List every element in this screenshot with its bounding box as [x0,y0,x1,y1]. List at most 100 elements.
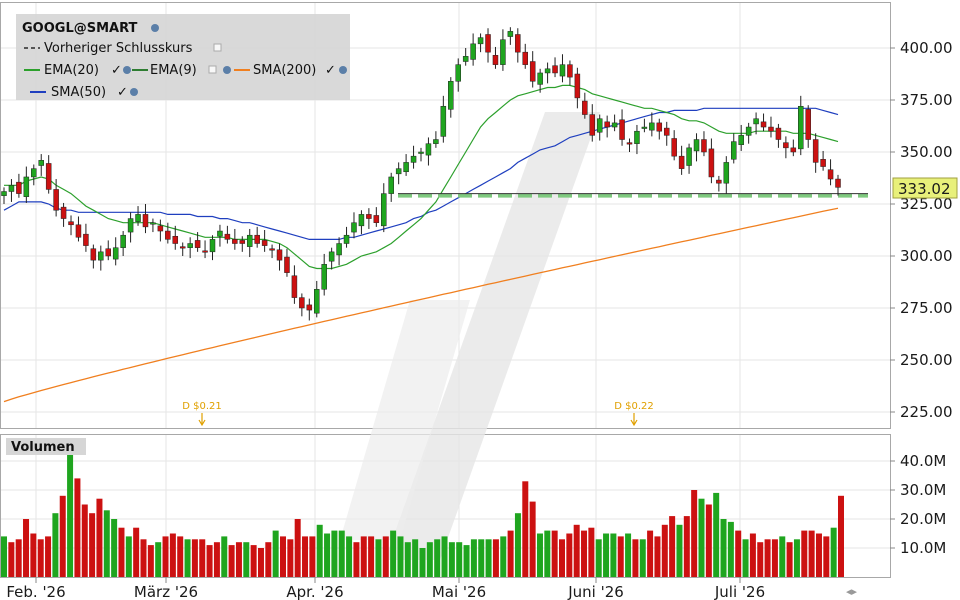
candle-body [604,121,610,128]
volume-bar [492,539,499,577]
candle-body [686,147,692,166]
price-tick-label: 350.00 [900,143,953,161]
gear-icon[interactable] [339,66,347,74]
gear-icon[interactable] [130,88,138,96]
volume-bar [191,539,198,577]
volume-bar [228,545,235,577]
legend-ema9[interactable]: EMA(9) [150,63,197,78]
volume-bar [514,513,521,577]
candle-body [634,130,640,144]
candle-body [529,61,536,82]
volume-axis: 40.0M 30.0M 20.0M 10.0M [890,452,946,557]
legend-sma50[interactable]: SMA(50) [51,85,106,100]
volume-bar [125,536,132,577]
volume-bar [404,542,411,577]
volume-bar [1,536,7,577]
candle-body [135,214,141,222]
time-tick-label: Feb. '26 [6,583,65,600]
legend-box [16,14,350,100]
volume-tick-label: 30.0M [900,481,946,499]
checkbox-icon[interactable] [208,65,217,74]
candle-body [16,181,22,194]
candle-body [38,160,44,166]
volume-bar [45,536,52,577]
time-axis: Feb. '26 März '26 Apr. '26 Mai '26 Juni '26 J… [6,577,765,600]
candle-body [105,248,111,257]
candle-body [328,251,335,262]
scroll-right-icon[interactable]: ◂▸ [846,585,858,598]
volume-bar [500,536,507,577]
volume-bar [360,536,367,577]
volume-bar [441,536,448,577]
price-tick-label: 250.00 [900,351,953,369]
candle-body [835,178,841,188]
volume-title[interactable]: Volumen [11,440,75,455]
dividend-label: D $0.21 [182,401,222,412]
volume-bar [338,530,345,577]
legend-sma200[interactable]: SMA(200) [253,63,316,78]
candle-body [611,122,618,128]
volume-bar [735,530,742,577]
volume-bar [603,533,610,577]
candle-body [299,297,305,309]
volume-bar [551,530,558,577]
candle-body [433,139,439,144]
gear-icon[interactable] [151,24,159,32]
candle-body [537,72,543,85]
candle-body [559,64,566,77]
candle-body [194,240,201,248]
candle-body [492,55,499,65]
candle-body [723,162,730,184]
volume-bar [37,539,44,577]
candle-body [596,118,603,133]
candle-body [351,222,357,233]
check-icon[interactable]: ✓ [111,63,122,78]
check-icon[interactable]: ✓ [325,63,336,78]
check-icon[interactable]: ✓ [117,85,128,100]
price-tick-label: 400.00 [900,39,953,57]
sma50-path [3,107,839,240]
candle-body [626,142,633,145]
candle-body [410,155,417,163]
volume-bar [243,542,250,577]
volume-bar [771,539,778,577]
legend-ema20[interactable]: EMA(20) [44,63,99,78]
volume-tick-label: 20.0M [900,510,946,528]
volume-bar [713,492,720,577]
candle-body [649,122,655,131]
candle-body [656,122,663,132]
candle-body [462,56,469,62]
candle-body [701,139,707,153]
candle-body [805,109,811,140]
volume-bar [272,530,279,577]
gear-icon[interactable] [223,66,231,74]
volume-bars [1,446,844,577]
volume-bar [140,539,147,577]
volume-bar [463,545,470,577]
volume-bar [581,530,588,577]
time-tick-label: Juni '26 [567,583,624,600]
checkbox-icon[interactable] [213,43,222,52]
candle-body [827,169,834,180]
candle-body [403,162,409,173]
candle-body [53,189,59,211]
candle-body [731,141,737,160]
volume-bar [74,478,81,577]
legend-previous-close[interactable]: Vorheriger Schlusskurs [44,41,193,56]
candle-body [671,138,677,157]
price-tick-label: 275.00 [900,299,953,317]
legend-title[interactable]: GOOGL@SMART [22,21,138,36]
candle-body [157,225,164,232]
candle-body [500,39,506,65]
watermark-logo-shadow [340,300,470,540]
volume-bar [250,545,257,577]
volume-bar [235,542,242,577]
dividend-arrow-icon [630,413,638,427]
volume-bar [382,536,389,577]
candle-body [768,126,774,132]
gear-icon[interactable] [123,66,131,74]
candle-body [112,247,119,260]
volume-legend: Volumen [6,438,86,455]
volume-bar [573,524,580,577]
volume-bar [162,536,169,577]
